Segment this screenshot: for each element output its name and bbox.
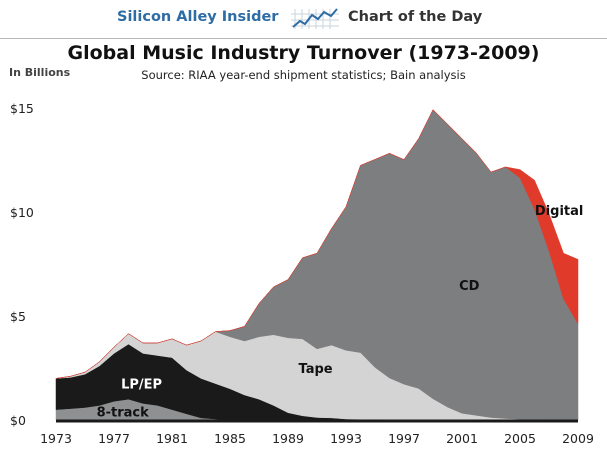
brand-name: Silicon Alley Insider — [117, 9, 279, 25]
x-tick-label: 1997 — [388, 431, 420, 446]
unit-label: In Billions — [9, 66, 71, 79]
y-tick-label: $0 — [10, 413, 26, 428]
x-tick-label: 2005 — [504, 431, 536, 446]
x-tick-label: 1973 — [40, 431, 72, 446]
series-areas — [55, 109, 579, 421]
x-tick-label: 1985 — [214, 431, 246, 446]
x-axis-ticks: 1973 1977 1981 1985 1989 1993 1997 2001 2005 2009 — [40, 431, 594, 446]
header-divider — [0, 38, 607, 39]
series-label: Tape — [299, 362, 333, 377]
x-tick-label: 1993 — [330, 431, 362, 446]
y-tick-label: $10 — [10, 205, 34, 220]
series-label: LP/EP — [121, 378, 162, 393]
x-tick-label: 1981 — [156, 431, 188, 446]
series-labels: 8-track LP/EP Tape CD Digital — [97, 204, 584, 421]
area-digital — [55, 109, 579, 379]
x-tick-label: 2001 — [446, 431, 478, 446]
series-label: Digital — [535, 204, 583, 219]
section-name: Chart of the Day — [348, 9, 483, 25]
series-label: 8-track — [97, 406, 150, 421]
y-tick-label: $15 — [10, 101, 34, 116]
chart-subtitle: Source: RIAA year-end shipment statistic… — [141, 68, 466, 82]
x-tick-label: 2009 — [562, 431, 594, 446]
y-axis-ticks: $0 $5 $10 $15 — [10, 101, 34, 428]
y-tick-label: $5 — [10, 309, 26, 324]
chart-title: Global Music Industry Turnover (1973-200… — [67, 42, 540, 64]
x-tick-label: 1989 — [272, 431, 304, 446]
chart-logo-icon — [291, 5, 339, 31]
x-tick-label: 1977 — [98, 431, 130, 446]
site-header: Silicon Alley Insider Chart of the Day — [0, 0, 607, 34]
series-label: CD — [459, 279, 480, 294]
